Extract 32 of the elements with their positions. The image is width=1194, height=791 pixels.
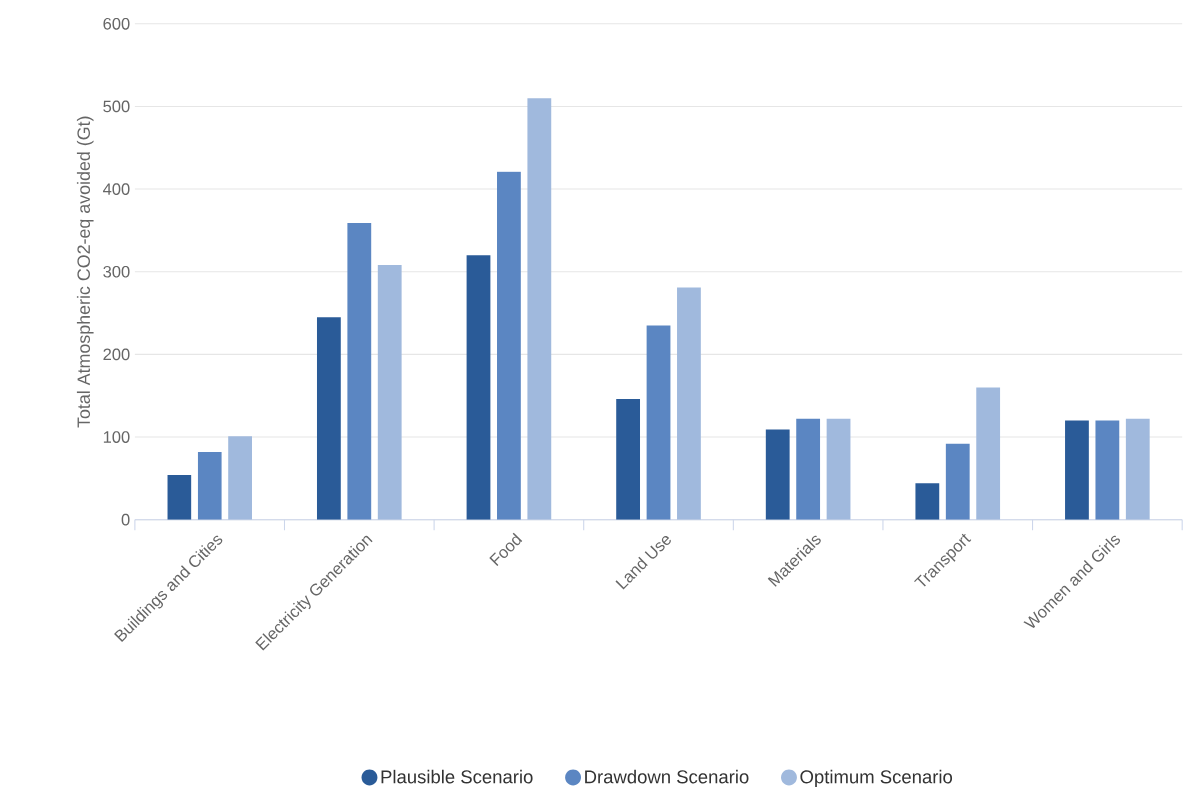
y-tick-label: 0 xyxy=(121,513,130,526)
bar xyxy=(228,435,252,520)
bar xyxy=(1095,420,1120,520)
bar xyxy=(527,97,552,520)
bar xyxy=(316,316,341,520)
bar xyxy=(167,474,192,520)
bar xyxy=(826,418,851,520)
bar xyxy=(1065,420,1089,520)
y-tick-label: 400 xyxy=(103,183,130,195)
bar xyxy=(765,429,790,520)
bar xyxy=(616,398,641,520)
legend-label: Drawdown Scenario xyxy=(585,769,749,784)
y-axis-title: Total Atmospheric CO2-eq avoided (Gt) xyxy=(76,116,94,428)
y-tick-label: 600 xyxy=(103,17,130,30)
bar xyxy=(347,222,372,520)
bar xyxy=(915,483,940,520)
bar xyxy=(377,264,402,520)
bar xyxy=(677,287,701,520)
y-tick-label: 500 xyxy=(103,100,130,113)
bar xyxy=(497,171,521,520)
y-tick-label: 100 xyxy=(103,430,130,443)
y-tick-label: 300 xyxy=(103,265,130,278)
bar xyxy=(1125,418,1150,520)
y-tick-label: 200 xyxy=(103,348,130,361)
bar xyxy=(197,451,222,520)
legend-label: Optimum Scenario xyxy=(800,769,953,787)
bar xyxy=(945,443,970,520)
bar xyxy=(466,255,491,520)
bar xyxy=(976,387,1001,520)
bar xyxy=(796,418,821,520)
legend-label: Plausible Scenario xyxy=(381,769,533,784)
bar xyxy=(646,325,671,520)
